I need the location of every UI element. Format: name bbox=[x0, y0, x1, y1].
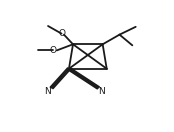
Text: O: O bbox=[58, 29, 65, 38]
Text: N: N bbox=[44, 87, 51, 96]
Text: O: O bbox=[50, 46, 57, 55]
Text: N: N bbox=[99, 87, 105, 96]
